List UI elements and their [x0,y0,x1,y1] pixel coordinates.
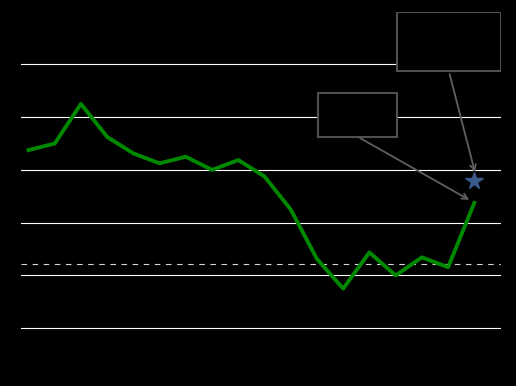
Bar [318,93,397,137]
Bar [397,12,501,71]
